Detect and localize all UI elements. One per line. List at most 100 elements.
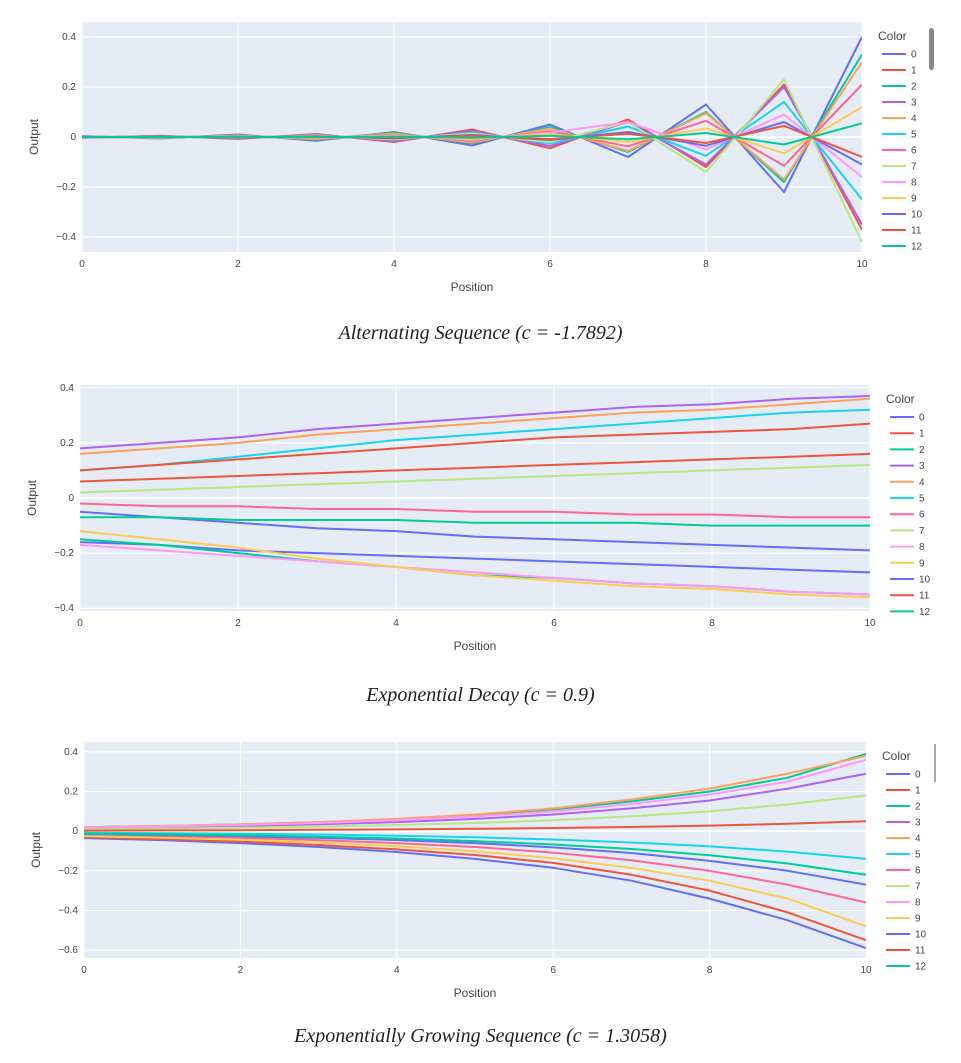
x-tick-label: 0	[77, 618, 83, 629]
legend-scrollbar	[929, 28, 934, 70]
y-tick-label: −0.2	[58, 866, 78, 877]
legend-label-10: 10	[911, 210, 923, 221]
series-line-5	[80, 408, 870, 472]
legend-label-1: 1	[919, 429, 925, 440]
chart-panel-3: 0 2 4 6 8 10 −0.6 −0.4 −0.2 0 0.2 0.4 Position Output…	[0, 730, 961, 1020]
legend-label-10: 10	[915, 930, 927, 941]
y-tick-label: 0.4	[60, 383, 74, 394]
legend-label-7: 7	[919, 526, 925, 537]
y-axis-title: Output	[29, 831, 43, 868]
legend-label-6: 6	[911, 146, 917, 157]
x-tick-label: 0	[81, 965, 87, 976]
series-line-12	[80, 516, 870, 527]
series-group	[84, 752, 866, 950]
legend-label-0: 0	[919, 413, 925, 424]
legend-label-3: 3	[919, 461, 925, 472]
series-line-10	[80, 510, 870, 552]
legend-label-2: 2	[915, 802, 921, 813]
legend-label-6: 6	[915, 866, 921, 877]
legend-label-5: 5	[911, 130, 917, 141]
series-line-5	[84, 831, 866, 860]
exponentially-growing-chart: 0 2 4 6 8 10−0.6−0.4−0.200.20.4PositionOutput…	[29, 742, 936, 1000]
series-line-7	[84, 794, 866, 831]
series-line-4	[80, 397, 870, 455]
legend-title: Color	[886, 392, 915, 406]
x-tick-label: 2	[235, 259, 241, 270]
y-tick-label: 0	[72, 826, 78, 837]
y-tick-label: 0	[70, 132, 76, 143]
y-tick-label: 0.4	[62, 32, 76, 43]
legend-label-9: 9	[911, 194, 917, 205]
y-axis-title: Output	[27, 118, 41, 155]
series-line-1	[80, 452, 870, 483]
legend-label-2: 2	[919, 445, 925, 456]
y-tick-label: 0.2	[60, 438, 74, 449]
legend-label-5: 5	[915, 850, 921, 861]
legend-label-9: 9	[919, 558, 925, 569]
series-line-9	[80, 530, 870, 599]
y-tick-label: −0.2	[56, 182, 76, 193]
legend-label-4: 4	[911, 114, 917, 125]
exponential-decay-chart: 0 2 4 6 8 10−0.4−0.200.20.4PositionOutputColo…	[25, 383, 931, 653]
legend-title: Color	[878, 29, 907, 43]
legend-label-11: 11	[915, 946, 926, 957]
series-line-9	[84, 835, 866, 928]
x-tick-label: 2	[238, 965, 244, 976]
legend-label-12: 12	[919, 607, 931, 618]
x-tick-label: 10	[856, 259, 868, 270]
series-line-11	[80, 422, 870, 472]
legend-title: Color	[882, 749, 911, 763]
y-tick-label: 0.4	[64, 747, 78, 758]
x-tick-label: 10	[860, 965, 872, 976]
series-line-0	[80, 541, 870, 574]
series-line-1	[84, 836, 866, 942]
legend-label-3: 3	[911, 98, 917, 109]
series-line-0	[84, 837, 866, 950]
legend-label-8: 8	[911, 178, 917, 189]
x-tick-label: 4	[393, 618, 399, 629]
x-tick-label: 6	[551, 618, 557, 629]
legend-label-11: 11	[919, 591, 930, 602]
legend-label-9: 9	[915, 914, 921, 925]
series-line-12	[82, 122, 862, 146]
x-tick-label: 0	[79, 259, 85, 270]
legend-label-2: 2	[911, 82, 917, 93]
series-line-6	[80, 502, 870, 519]
legend-label-1: 1	[911, 66, 917, 77]
x-axis-title: Position	[454, 639, 497, 653]
legend-label-6: 6	[919, 510, 925, 521]
y-axis-title: Output	[25, 479, 39, 516]
legend-label-0: 0	[911, 50, 917, 61]
y-tick-label: −0.4	[58, 905, 78, 916]
x-tick-label: 2	[235, 618, 241, 629]
series-line-8	[80, 543, 870, 596]
x-tick-label: 10	[864, 618, 876, 629]
legend-label-10: 10	[919, 575, 931, 586]
series-line-6	[84, 834, 866, 904]
legend-label-3: 3	[915, 818, 921, 829]
x-tick-label: 8	[707, 965, 713, 976]
caption-3: Exponentially Growing Sequence (c = 1.30…	[294, 1025, 667, 1047]
x-tick-label: 4	[391, 259, 397, 270]
legend-label-4: 4	[919, 477, 925, 488]
legend-label-4: 4	[915, 834, 921, 845]
x-tick-label: 8	[703, 259, 709, 270]
series-line-8	[84, 758, 866, 829]
series-line-12	[84, 832, 866, 876]
x-tick-label: 4	[394, 965, 400, 976]
x-axis-title: Position	[454, 986, 497, 1000]
legend-label-11: 11	[911, 226, 922, 237]
y-tick-label: −0.4	[56, 232, 76, 243]
y-tick-label: −0.6	[58, 945, 78, 956]
legend-scrollbar	[934, 744, 936, 782]
series-group	[82, 36, 862, 243]
chart-panel-2: 0 2 4 6 8 10 −0.4 −0.2 0 0.2 0.4 Position Output Colo…	[0, 375, 961, 665]
legend-label-1: 1	[915, 786, 921, 797]
legend-label-5: 5	[919, 494, 925, 505]
legend-label-0: 0	[915, 770, 921, 781]
series-group	[80, 395, 870, 599]
series-line-11	[84, 820, 866, 832]
x-axis-title: Position	[451, 280, 494, 294]
y-tick-label: 0	[68, 493, 74, 504]
legend-label-8: 8	[919, 542, 925, 553]
